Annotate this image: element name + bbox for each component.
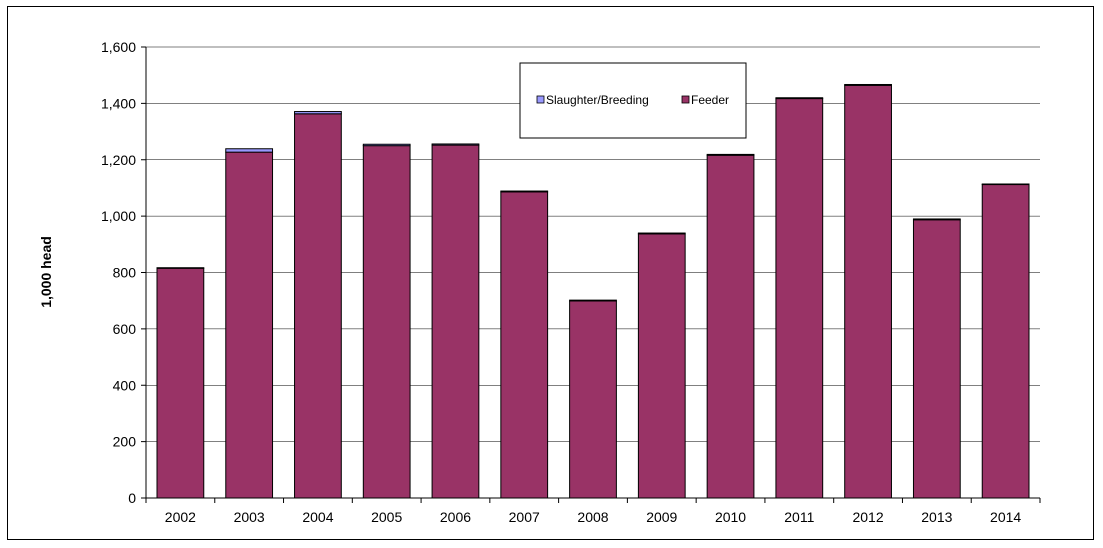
x-tick-label-2002: 2002 xyxy=(165,509,196,525)
y-tick-label: 200 xyxy=(113,434,137,450)
legend: Slaughter/Breeding Feeder xyxy=(519,62,747,139)
bar-slaughter-breeding-2008 xyxy=(569,299,617,302)
legend-label-slaughter-breeding: Slaughter/Breeding xyxy=(546,93,649,107)
bar-feeder-2007 xyxy=(500,191,549,499)
bar-slaughter-breeding-2003 xyxy=(225,148,274,153)
axes xyxy=(141,46,1041,503)
bar-slaughter-breeding-2002 xyxy=(156,267,205,269)
bar-feeder-2011 xyxy=(775,98,824,499)
bar-slaughter-breeding-2011 xyxy=(775,97,824,100)
bar-slaughter-breeding-2014 xyxy=(981,183,1030,186)
x-tick-labels: 2002 2003 2004 2005 2006 2007 2008 2009 2010 2011… xyxy=(165,509,1022,525)
bar-feeder-2004 xyxy=(294,113,342,499)
x-tick-label-2011: 2011 xyxy=(784,509,814,525)
x-tick-label-2003: 2003 xyxy=(234,509,265,525)
bar-slaughter-breeding-2004 xyxy=(294,111,342,115)
y-tick-label: 1,600 xyxy=(101,39,136,55)
x-tick-label-2006: 2006 xyxy=(440,509,471,525)
y-tick-label: 1,000 xyxy=(101,208,136,224)
bar-slaughter-breeding-2010 xyxy=(706,153,755,156)
x-tick-label-2009: 2009 xyxy=(646,509,677,525)
x-tick-label-2004: 2004 xyxy=(302,509,333,525)
x-tick-label-2013: 2013 xyxy=(921,509,952,525)
y-tick-label: 400 xyxy=(113,377,137,393)
y-tick-labels: 0 200 400 600 800 1,000 1,200 1,400 1,600 xyxy=(101,39,136,506)
x-tick-label-2014: 2014 xyxy=(990,509,1021,525)
bars xyxy=(156,83,1030,499)
x-tick-label-2012: 2012 xyxy=(852,509,883,525)
bar-feeder-2009 xyxy=(637,233,686,499)
x-tick-label-2008: 2008 xyxy=(577,509,608,525)
bar-slaughter-breeding-2005 xyxy=(362,143,411,147)
x-tick-label-2007: 2007 xyxy=(509,509,540,525)
x-tick-label-2005: 2005 xyxy=(371,509,402,525)
bar-slaughter-breeding-2009 xyxy=(637,232,686,235)
y-axis-label: 1,000 head xyxy=(38,236,54,308)
bar-slaughter-breeding-2013 xyxy=(912,218,961,221)
bar-feeder-2014 xyxy=(981,184,1030,499)
bar-feeder-2008 xyxy=(569,300,617,499)
bar-slaughter-breeding-2012 xyxy=(844,83,892,86)
y-tick-label: 1,200 xyxy=(101,152,136,168)
legend-swatch-slaughter-breeding xyxy=(536,95,545,104)
bar-feeder-2013 xyxy=(912,219,961,499)
bar-feeder-2010 xyxy=(706,154,755,499)
bar-feeder-2005 xyxy=(362,145,411,499)
bar-slaughter-breeding-2007 xyxy=(500,190,549,193)
legend-swatch-feeder xyxy=(681,95,690,104)
legend-label-feeder: Feeder xyxy=(691,93,729,107)
bar-slaughter-breeding-2006 xyxy=(431,143,480,146)
bar-feeder-2003 xyxy=(225,151,274,499)
y-tick-label: 1,400 xyxy=(101,95,136,111)
bar-feeder-2012 xyxy=(844,84,892,499)
bar-feeder-2002 xyxy=(156,267,205,499)
x-tick-label-2010: 2010 xyxy=(715,509,746,525)
y-tick-label: 600 xyxy=(113,321,137,337)
bar-feeder-2006 xyxy=(431,144,480,499)
y-tick-label: 0 xyxy=(128,490,136,506)
legend-box xyxy=(519,62,747,139)
y-tick-label: 800 xyxy=(113,265,137,281)
